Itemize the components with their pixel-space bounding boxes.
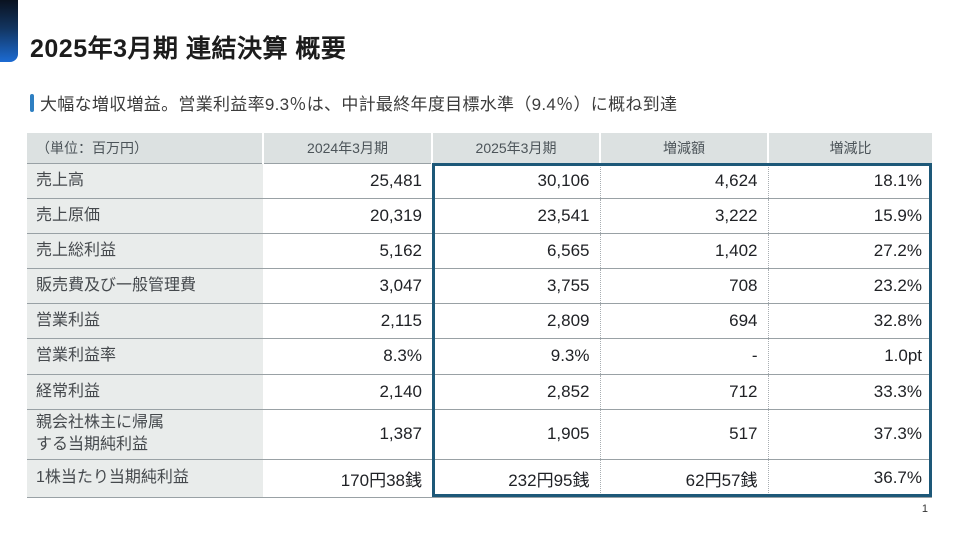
cell-fy2024: 170円38銭 — [263, 459, 432, 498]
table-row: 親会社株主に帰属 する当期純利益 1,387 1,905 517 37.3% — [27, 409, 932, 460]
row-label: 売上原価 — [27, 198, 263, 234]
cell-change: - — [599, 338, 768, 375]
header-change: 増減額 — [599, 133, 768, 164]
cell-fy2025: 2,809 — [432, 303, 600, 339]
cell-fy2025: 9.3% — [432, 338, 600, 375]
cell-change: 517 — [599, 409, 768, 460]
cell-ratio: 27.2% — [767, 233, 932, 269]
table-row: 経常利益 2,140 2,852 712 33.3% — [27, 374, 932, 410]
table-row: 営業利益率 8.3% 9.3% - 1.0pt — [27, 338, 932, 375]
row-label: 販売費及び一般管理費 — [27, 268, 263, 304]
cell-change: 694 — [599, 303, 768, 339]
cell-fy2024: 2,115 — [263, 303, 432, 339]
cell-change: 4,624 — [599, 163, 768, 199]
subtitle: 大幅な増収増益。営業利益率9.3％は、中計最終年度目標水準（9.4％）に概ね到達 — [30, 90, 677, 115]
cell-fy2025: 30,106 — [432, 163, 600, 199]
table-row: 1株当たり当期純利益 170円38銭 232円95銭 62円57銭 36.7% — [27, 459, 932, 498]
table-row: 売上総利益 5,162 6,565 1,402 27.2% — [27, 233, 932, 269]
cell-fy2025: 1,905 — [432, 409, 600, 460]
page-title: 2025年3月期 連結決算 概要 — [30, 35, 347, 63]
cell-ratio: 33.3% — [767, 374, 932, 410]
cell-ratio: 18.1% — [767, 163, 932, 199]
cell-change: 62円57銭 — [599, 459, 768, 498]
cell-fy2024: 1,387 — [263, 409, 432, 460]
row-label: 経常利益 — [27, 374, 263, 410]
cell-fy2024: 5,162 — [263, 233, 432, 269]
cell-fy2024: 8.3% — [263, 338, 432, 375]
table-row: 販売費及び一般管理費 3,047 3,755 708 23.2% — [27, 268, 932, 304]
header-fy2024: 2024年3月期 — [262, 133, 432, 164]
header-unit: （単位：百万円） — [27, 133, 263, 164]
row-label: 親会社株主に帰属 する当期純利益 — [27, 409, 263, 460]
cell-ratio: 1.0pt — [767, 338, 932, 375]
cell-change: 708 — [599, 268, 768, 304]
cell-fy2024: 2,140 — [263, 374, 432, 410]
cell-fy2024: 25,481 — [263, 163, 432, 199]
cell-fy2025: 23,541 — [432, 198, 600, 234]
cell-fy2025: 6,565 — [432, 233, 600, 269]
cell-fy2025: 3,755 — [432, 268, 600, 304]
table-header-row: （単位：百万円） 2024年3月期 2025年3月期 増減額 増減比 — [27, 133, 932, 164]
corner-accent-shape — [0, 0, 18, 62]
page-number: 1 — [921, 503, 928, 515]
cell-fy2025: 232円95銭 — [432, 459, 600, 498]
cell-fy2025: 2,852 — [432, 374, 600, 410]
table-row: 営業利益 2,115 2,809 694 32.8% — [27, 303, 932, 339]
cell-change: 3,222 — [599, 198, 768, 234]
subtitle-text: 大幅な増収増益。営業利益率9.3％は、中計最終年度目標水準（9.4％）に概ね到達 — [40, 95, 678, 114]
cell-ratio: 32.8% — [767, 303, 932, 339]
financial-results-table: （単位：百万円） 2024年3月期 2025年3月期 増減額 増減比 売上高 2… — [27, 133, 932, 498]
table-row: 売上高 25,481 30,106 4,624 18.1% — [27, 163, 932, 199]
table-row: 売上原価 20,319 23,541 3,222 15.9% — [27, 198, 932, 234]
row-label: 売上総利益 — [27, 233, 263, 269]
cell-fy2024: 3,047 — [263, 268, 432, 304]
row-label: 売上高 — [27, 163, 263, 199]
cell-change: 712 — [599, 374, 768, 410]
header-fy2025: 2025年3月期 — [431, 133, 600, 164]
header-ratio: 増減比 — [767, 133, 932, 164]
cell-fy2024: 20,319 — [263, 198, 432, 234]
row-label: 営業利益 — [27, 303, 263, 339]
cell-change: 1,402 — [599, 233, 768, 269]
cell-ratio: 15.9% — [767, 198, 932, 234]
row-label: 営業利益率 — [27, 338, 263, 375]
cell-ratio: 36.7% — [767, 459, 932, 498]
subtitle-accent-bar — [30, 93, 34, 112]
cell-ratio: 23.2% — [767, 268, 932, 304]
row-label: 1株当たり当期純利益 — [27, 459, 263, 498]
cell-ratio: 37.3% — [767, 409, 932, 460]
